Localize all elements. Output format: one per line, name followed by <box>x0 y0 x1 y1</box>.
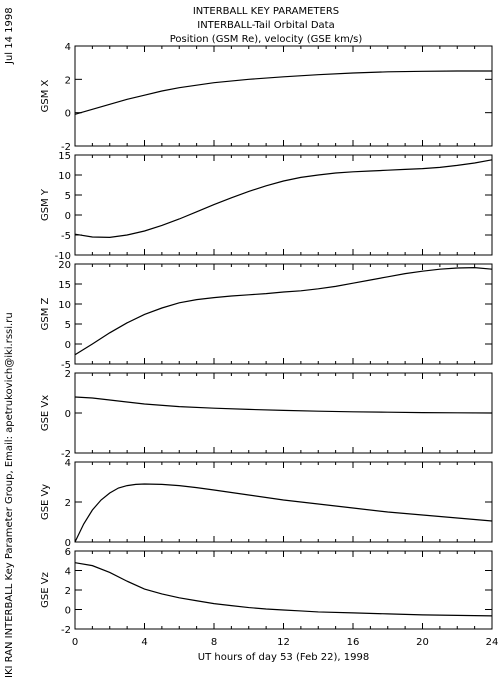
series-line-1 <box>74 396 493 414</box>
x-tick-label: 0 <box>72 637 78 648</box>
y-axis-label: GSM X <box>40 79 51 112</box>
x-tick-label: 4 <box>141 637 147 648</box>
y-tick-label: 20 <box>58 260 71 271</box>
panel-frame <box>74 45 493 147</box>
y-tick-label: 15 <box>58 280 71 291</box>
panel-3: -5 0 5 10 15 20 GSM Z <box>40 260 493 371</box>
series-line-1 <box>74 562 493 617</box>
y-tick-label: 0 <box>65 409 71 420</box>
y-tick-label: 15 <box>58 151 71 162</box>
title-line-2: INTERBALL-Tail Orbital Data <box>197 20 334 31</box>
y-tick-label: -2 <box>61 625 71 636</box>
panel-4: -2 0 2 GSE Vx <box>40 369 493 460</box>
panel-2: -10 -5 0 5 10 15 GSM Y <box>40 151 493 262</box>
panel-frame <box>74 461 493 543</box>
x-tick-label: 20 <box>416 637 429 648</box>
y-tick-label: 4 <box>65 42 71 53</box>
title-line-3: Position (GSM Re), velocity (GSE km/s) <box>170 34 363 45</box>
y-tick-label: 5 <box>65 191 71 202</box>
x-tick-label: 8 <box>211 637 217 648</box>
side-credit: IKI RAN INTERBALL Key Parameter Group, E… <box>4 312 15 678</box>
panel-1: -2 0 2 4 GSM X <box>40 42 493 153</box>
x-tick-label: 16 <box>347 637 360 648</box>
y-tick-label: 10 <box>58 300 71 311</box>
panel-frame <box>74 550 493 630</box>
series-line-1 <box>74 159 493 239</box>
y-tick-label: -2 <box>61 142 71 153</box>
x-tick-label: 24 <box>486 637 499 648</box>
y-tick-label: 2 <box>65 586 71 597</box>
y-tick-label: 2 <box>65 75 71 86</box>
y-tick-label: -2 <box>61 449 71 460</box>
y-axis-label: GSE Vz <box>40 572 51 608</box>
y-tick-label: 0 <box>65 109 71 120</box>
series-line-1 <box>74 70 492 115</box>
y-tick-label: 4 <box>65 458 71 469</box>
panel-frame <box>74 263 493 365</box>
x-axis-label: UT hours of day 53 (Feb 22), 1998 <box>198 652 369 663</box>
y-tick-label: 4 <box>65 567 71 578</box>
y-tick-label: 6 <box>65 547 71 558</box>
panel-frame <box>74 154 493 256</box>
y-axis-label: GSM Z <box>40 297 51 330</box>
y-tick-label: 2 <box>65 498 71 509</box>
x-tick-label: 12 <box>277 637 290 648</box>
y-tick-label: 0 <box>65 211 71 222</box>
y-tick-label: 0 <box>65 606 71 617</box>
y-tick-label: 10 <box>58 171 71 182</box>
y-axis-label: GSE Vx <box>40 395 51 431</box>
y-tick-label: 5 <box>65 320 71 331</box>
panel-5: 0 2 4 GSE Vy <box>40 458 493 549</box>
y-tick-label: 2 <box>65 369 71 380</box>
y-tick-label: -5 <box>61 360 71 371</box>
y-tick-label: -10 <box>55 251 71 262</box>
series-line-1 <box>74 483 493 543</box>
y-tick-label: 0 <box>65 340 71 351</box>
figure-title: INTERBALL KEY PARAMETERS INTERBALL-Tail … <box>170 6 363 45</box>
y-axis-label: GSE Vy <box>40 484 51 520</box>
y-tick-label: 0 <box>65 538 71 549</box>
title-line-1: INTERBALL KEY PARAMETERS <box>193 6 339 17</box>
series-line-1 <box>74 266 493 356</box>
y-axis-label: GSM Y <box>40 188 51 221</box>
date-stamp: Jul 14 1998 <box>4 7 15 65</box>
y-tick-label: -5 <box>61 231 71 242</box>
